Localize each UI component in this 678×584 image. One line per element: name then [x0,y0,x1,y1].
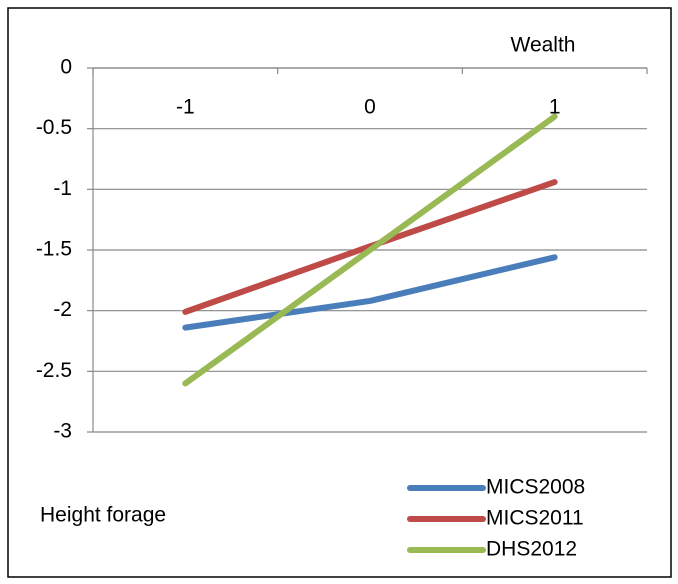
x-tick-label: 0 [364,96,376,119]
data-line [182,113,558,387]
y-tick-label: -3 [53,420,72,443]
y-tick-label: -2 [53,298,72,321]
y-axis-title: Height forage [40,504,166,527]
chart-border [7,7,672,578]
x-tick-label: -1 [176,96,195,119]
data-line [182,254,558,331]
y-tick-label: 0 [60,56,72,79]
legend-label: MICS2008 [486,476,585,499]
y-tick-label: -1 [53,177,72,200]
legend-label: MICS2011 [486,507,584,530]
y-tick-label: -0.5 [36,116,72,139]
legend-label: DHS2012 [486,538,577,561]
y-tick-label: -1.5 [36,238,72,261]
x-tick-label: 1 [549,96,561,119]
x-axis-title: Wealth [511,34,576,57]
y-tick-label: -2.5 [36,359,72,382]
